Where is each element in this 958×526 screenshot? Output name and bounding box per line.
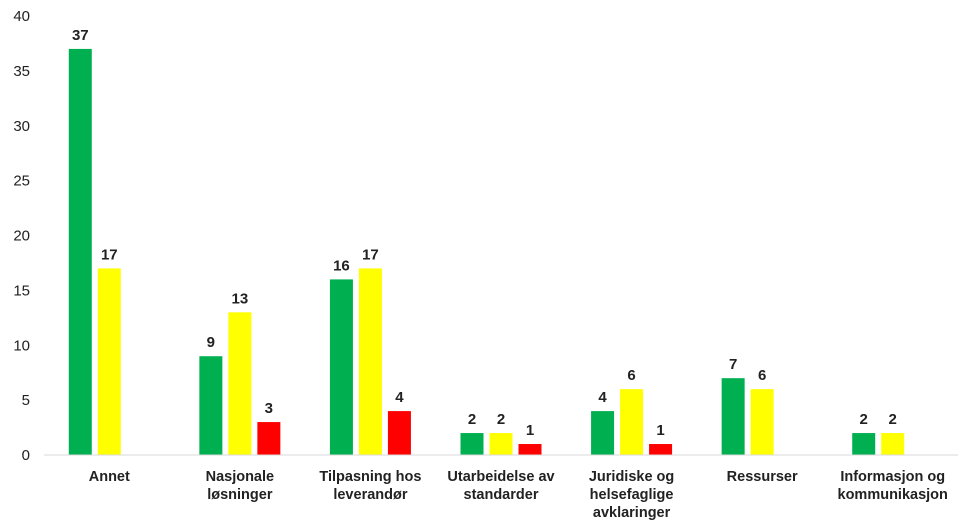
bar bbox=[518, 444, 542, 455]
bar bbox=[387, 411, 411, 455]
data-label: 13 bbox=[232, 290, 249, 307]
category-label: Ressurser bbox=[727, 469, 798, 485]
category-label: løsninger bbox=[207, 487, 273, 503]
bar bbox=[257, 422, 281, 455]
category-label: Nasjonale bbox=[206, 469, 275, 485]
bar bbox=[358, 268, 382, 455]
bar bbox=[228, 312, 252, 455]
y-tick-label: 30 bbox=[13, 118, 30, 135]
data-label: 2 bbox=[889, 411, 897, 428]
bar bbox=[460, 433, 484, 455]
data-label: 2 bbox=[468, 411, 476, 428]
y-axis: 0 5 10 15 20 25 30 35 40 bbox=[13, 8, 30, 464]
bar bbox=[649, 444, 673, 455]
bar bbox=[489, 433, 513, 455]
data-label: 6 bbox=[758, 367, 766, 384]
bar bbox=[721, 378, 745, 455]
y-tick-label: 10 bbox=[13, 337, 30, 354]
bar bbox=[329, 279, 353, 455]
data-label: 9 bbox=[207, 334, 215, 351]
data-label: 4 bbox=[598, 389, 607, 406]
category-label: Annet bbox=[89, 469, 130, 485]
bar bbox=[68, 48, 92, 456]
y-tick-label: 35 bbox=[13, 63, 30, 80]
data-label: 1 bbox=[656, 422, 664, 439]
data-label: 17 bbox=[362, 246, 379, 263]
bar bbox=[591, 411, 615, 455]
bar bbox=[881, 433, 905, 455]
y-tick-label: 25 bbox=[13, 173, 30, 190]
data-label: 17 bbox=[101, 246, 118, 263]
y-tick-label: 5 bbox=[22, 392, 30, 409]
category-label: Informasjon og bbox=[840, 469, 945, 485]
category-label: standarder bbox=[464, 487, 539, 503]
data-label: 3 bbox=[265, 400, 273, 417]
category-label: kommunikasjon bbox=[838, 487, 948, 503]
y-tick-label: 40 bbox=[13, 8, 30, 25]
y-tick-label: 20 bbox=[13, 228, 30, 245]
bars bbox=[68, 48, 905, 456]
category-label: leverandør bbox=[333, 487, 407, 503]
bar bbox=[750, 389, 774, 455]
category-label: Tilpasning hos bbox=[319, 469, 421, 485]
data-label: 2 bbox=[860, 411, 868, 428]
data-label: 4 bbox=[395, 389, 404, 406]
data-label: 2 bbox=[497, 411, 505, 428]
data-label: 1 bbox=[526, 422, 534, 439]
bar bbox=[620, 389, 644, 455]
data-label: 16 bbox=[333, 257, 350, 274]
data-label: 7 bbox=[729, 356, 737, 373]
category-label: avklaringer bbox=[593, 505, 671, 521]
y-tick-label: 0 bbox=[22, 447, 30, 464]
bar bbox=[97, 268, 121, 455]
bar bbox=[852, 433, 876, 455]
category-label: helsefaglige bbox=[590, 487, 674, 503]
data-label: 6 bbox=[627, 367, 635, 384]
data-label: 37 bbox=[72, 27, 89, 44]
y-tick-label: 15 bbox=[13, 282, 30, 299]
x-axis: Annet Nasjonale løsninger Tilpasning hos lev… bbox=[89, 469, 948, 521]
bar bbox=[199, 356, 223, 455]
category-label: Utarbeidelse av bbox=[447, 469, 554, 485]
category-label: Juridiske og bbox=[589, 469, 674, 485]
